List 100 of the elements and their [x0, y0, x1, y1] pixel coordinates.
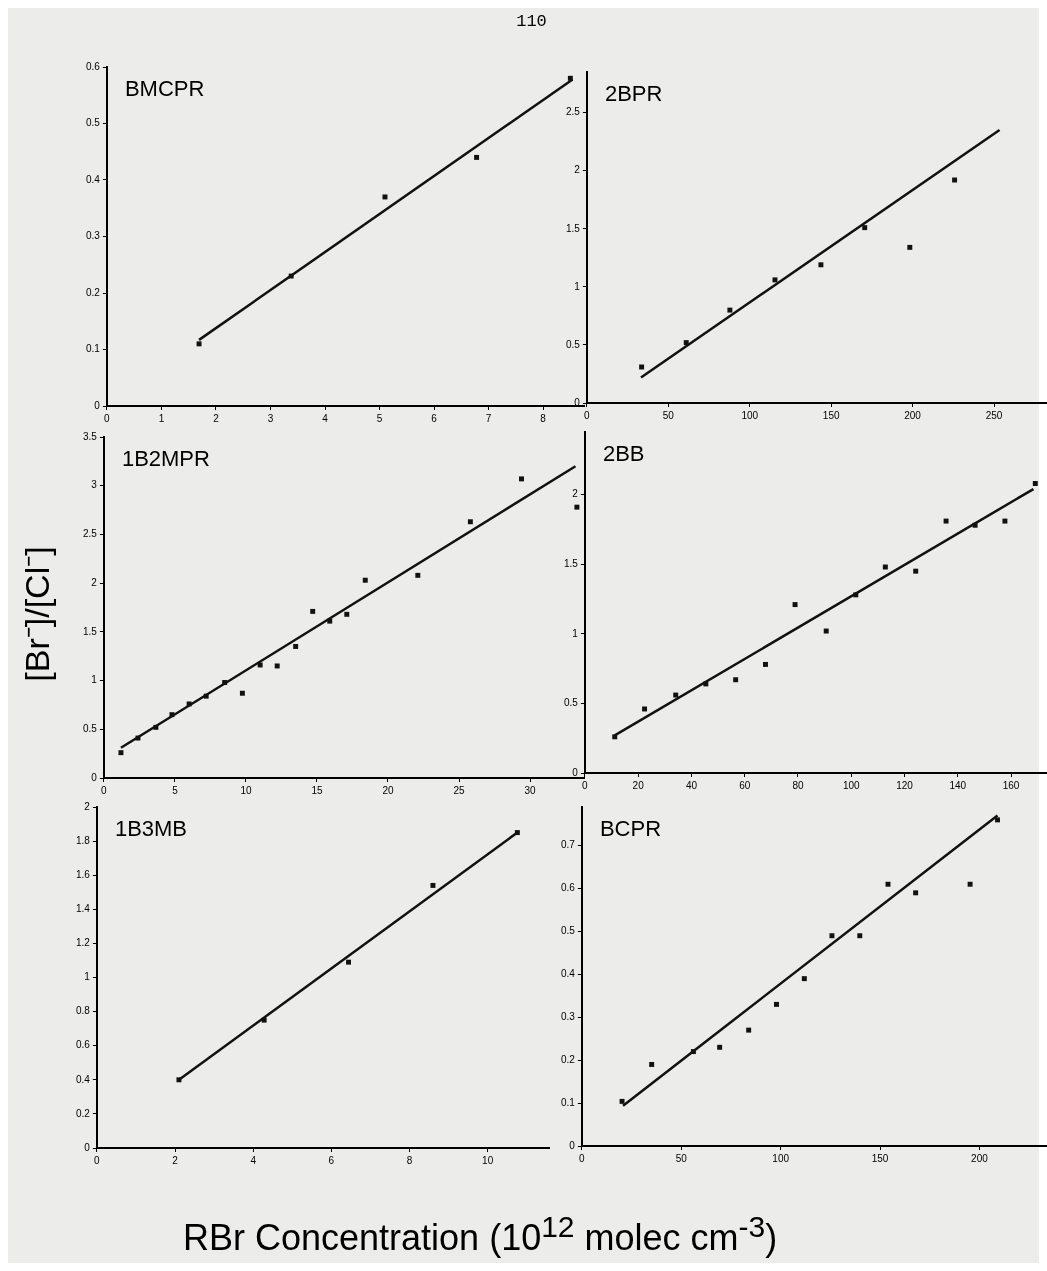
x-tick-label: 6 — [328, 1154, 335, 1166]
point — [792, 602, 798, 608]
point — [857, 933, 863, 939]
y-tick-label: 0.7 — [561, 839, 576, 851]
chart-title: 1B3MB — [114, 816, 188, 842]
y-tick-label: 2 — [91, 576, 98, 588]
x-tick-label: 0 — [582, 779, 589, 791]
x-tick-label: 0 — [104, 412, 111, 424]
x-tick-label: 5 — [172, 784, 179, 796]
point — [943, 518, 949, 524]
x-tick-label: 60 — [739, 779, 751, 791]
point — [519, 476, 524, 482]
point — [703, 681, 709, 687]
point — [746, 1027, 752, 1033]
x-tick-label: 4 — [322, 412, 329, 424]
x-tick-label: 15 — [311, 784, 323, 796]
point — [733, 677, 739, 683]
x-tick-label: 200 — [904, 409, 922, 421]
point — [567, 75, 573, 81]
y-tick-label: 0.6 — [561, 882, 576, 894]
y-tick-label: 1 — [91, 674, 98, 686]
y-tick-label: 1.5 — [566, 222, 581, 234]
y-axis-title: [Br⁻]/[Cl⁻] — [17, 546, 57, 682]
x-tick-label: 25 — [453, 784, 465, 796]
point — [967, 881, 973, 887]
y-tick-label: 2 — [572, 488, 579, 500]
point — [574, 504, 580, 510]
point — [176, 1077, 182, 1083]
y-tick-label: 0.8 — [76, 1005, 91, 1017]
y-tick-label: 0.4 — [86, 173, 101, 185]
x-tick-label: 120 — [896, 779, 914, 791]
chart-title: BMCPR — [124, 76, 205, 102]
y-tick-label: 3.5 — [83, 430, 98, 442]
y-tick-label: 2.5 — [566, 106, 581, 118]
y-tick-label: 1 — [84, 971, 91, 983]
x-tick-label: 250 — [985, 409, 1003, 421]
x-tick-label: 140 — [949, 779, 967, 791]
x-tick-label: 150 — [822, 409, 840, 421]
x-tick-label: 7 — [485, 412, 492, 424]
point — [972, 522, 978, 528]
y-tick-label: 1.4 — [76, 903, 91, 915]
y-tick-label: 0.3 — [561, 1011, 576, 1023]
point — [415, 572, 421, 578]
point — [293, 644, 299, 649]
point — [514, 830, 520, 836]
point — [763, 661, 768, 667]
y-tick-label: 0 — [84, 1141, 91, 1153]
x-tick-label: 100 — [741, 409, 759, 421]
x-tick-label: 20 — [632, 779, 645, 791]
point — [222, 680, 228, 685]
point — [203, 693, 209, 699]
point — [346, 959, 352, 965]
point — [690, 1049, 696, 1055]
point — [913, 568, 919, 574]
point — [153, 724, 159, 730]
point — [310, 608, 316, 614]
y-tick-label: 0.2 — [86, 286, 101, 298]
point — [169, 712, 175, 718]
point — [727, 307, 733, 313]
x-tick-label: 50 — [662, 409, 675, 421]
point — [239, 690, 245, 696]
x-tick-label: 1 — [158, 412, 165, 424]
x-tick-label: 100 — [772, 1152, 790, 1164]
point — [474, 154, 480, 160]
y-tick-label: 1.6 — [76, 868, 91, 880]
point — [1002, 518, 1008, 524]
point — [430, 882, 436, 888]
y-tick-label: 0.5 — [564, 697, 579, 709]
x-tick-label: 2 — [172, 1154, 179, 1166]
y-tick-label: 1.5 — [83, 625, 98, 637]
x-tick-label: 8 — [406, 1154, 413, 1166]
y-tick-label: 1 — [574, 280, 581, 292]
point — [261, 1017, 267, 1023]
x-tick-label: 10 — [482, 1154, 494, 1166]
y-tick-label: 2 — [84, 800, 91, 812]
point — [196, 341, 202, 347]
y-tick-label: 1 — [572, 627, 579, 639]
text: 110 — [515, 12, 548, 31]
point — [862, 225, 868, 231]
y-tick-label: 0.3 — [86, 230, 101, 242]
point — [1032, 481, 1038, 486]
chart-title: 2BB — [602, 441, 645, 467]
point — [801, 976, 807, 982]
x-tick-label: 3 — [267, 412, 274, 424]
point — [995, 817, 1001, 823]
y-tick-label: 0 — [91, 771, 98, 783]
x-tick-label: 150 — [871, 1152, 889, 1164]
point — [467, 519, 473, 525]
y-tick-label: 0.5 — [566, 338, 581, 350]
y-tick-label: 0.4 — [76, 1073, 91, 1085]
y-tick-label: 0.6 — [86, 60, 101, 72]
point — [673, 692, 679, 698]
point — [829, 933, 835, 939]
y-tick-label: 1.2 — [76, 937, 91, 949]
chart-title: 2BPR — [604, 81, 663, 107]
x-tick-label: 8 — [540, 412, 547, 424]
y-tick-label: 0.2 — [561, 1053, 576, 1065]
y-tick-label: 0.6 — [76, 1039, 91, 1051]
point — [186, 701, 192, 707]
point — [288, 273, 294, 279]
